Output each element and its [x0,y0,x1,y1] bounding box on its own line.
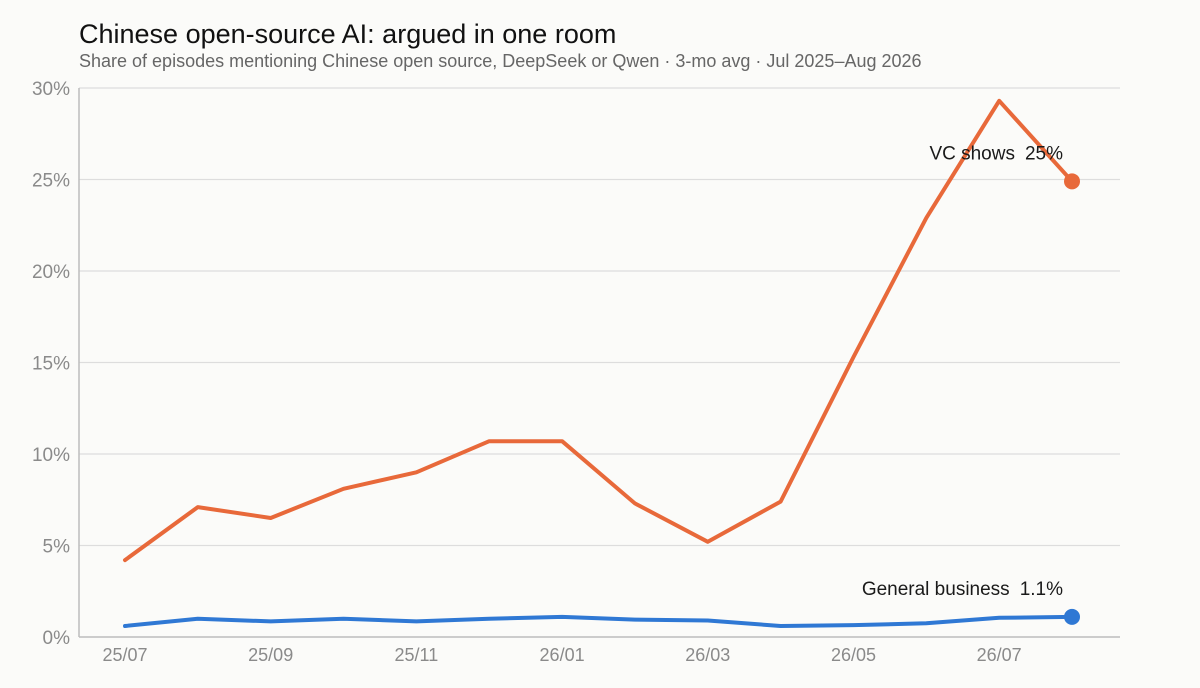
gridlines [79,87,1120,547]
series-end-point-0 [1064,173,1080,190]
series-name: General business [862,579,1010,600]
series-line-1 [123,614,1074,628]
y-tick-label: 25% [32,171,70,192]
axes [78,88,1120,638]
x-tick-label: 26/05 [831,645,876,665]
x-tick-label: 25/11 [395,645,439,665]
series-line-0 [123,98,1074,563]
y-tick-label: 10% [32,445,70,466]
x-tick-label: 26/01 [540,645,585,665]
y-tick-label: 5% [43,537,71,558]
y-tick-label: 15% [32,354,70,375]
x-axis-ticks: 25/07 25/09 25/11 26/01 26/03 26/05 26/07 [102,645,1021,665]
series-end-label-0: VC shows 25% [929,143,1063,164]
x-tick-label: 26/03 [685,645,730,665]
series-end-value: 1.1% [1020,579,1063,600]
chart-title: Chinese open-source AI: argued in one ro… [79,19,616,49]
series-name: VC shows [929,143,1015,164]
y-tick-label: 20% [32,262,70,283]
chart-subtitle: Share of episodes mentioning Chinese ope… [79,51,922,71]
x-tick-label: 25/09 [248,645,293,665]
y-tick-label: 0% [43,628,71,649]
y-tick-label: 30% [32,79,70,100]
series-end-point-1 [1064,608,1080,625]
end-labels: VC shows 25% General business 1.1% [862,143,1063,600]
series [123,98,1080,628]
series-end-value: 25% [1025,143,1063,164]
x-tick-label: 26/07 [977,645,1022,665]
y-axis-ticks: 0% 5% 10% 15% 20% 25% 30% [32,79,70,649]
x-tick-label: 25/07 [102,645,147,665]
series-end-label-1: General business 1.1% [862,579,1063,600]
